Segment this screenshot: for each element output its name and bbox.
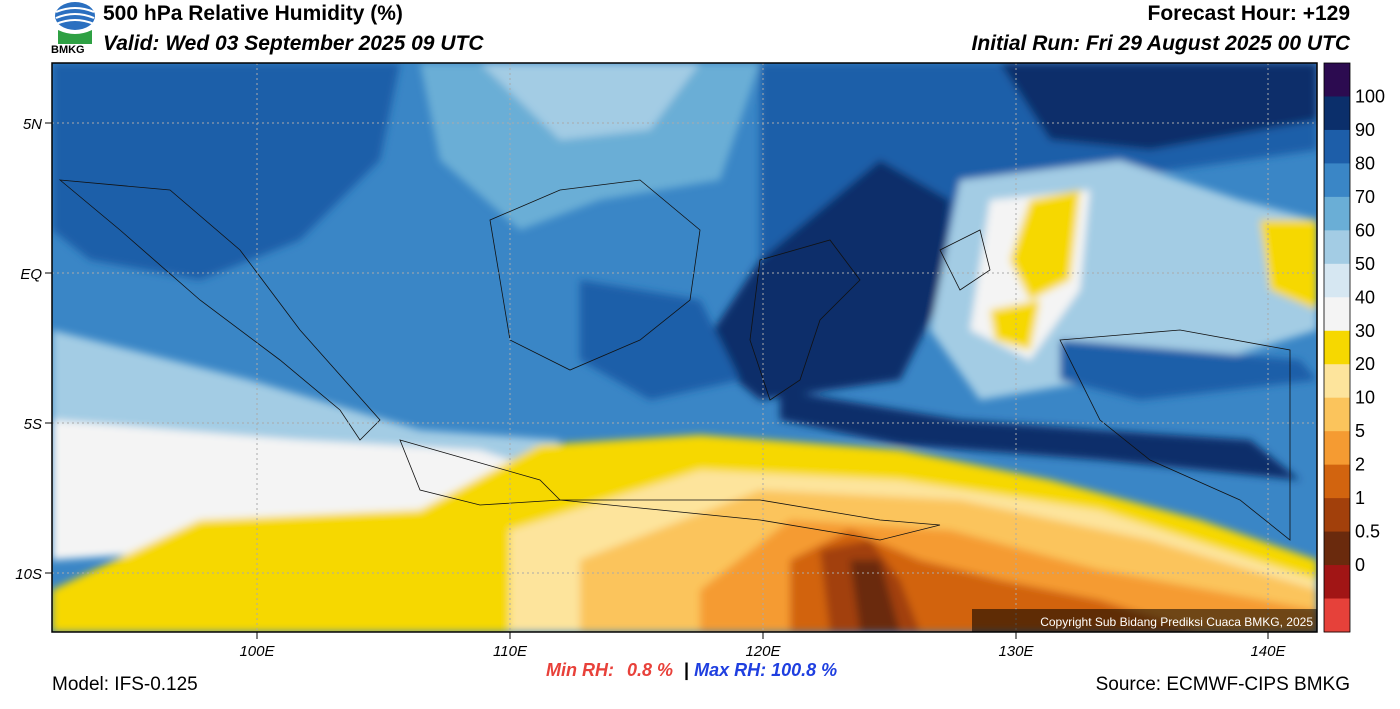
title: 500 hPa Relative Humidity (%) (103, 2, 403, 25)
logo-text: BMKG (51, 44, 85, 56)
colorbar-segment (1324, 498, 1350, 533)
colorbar-label: 1 (1355, 488, 1365, 508)
colorbar-label: 40 (1355, 287, 1375, 307)
colorbar-segment (1324, 598, 1350, 633)
min-rh-label: Min RH: (546, 660, 614, 680)
colorbar-label: 50 (1355, 254, 1375, 274)
colorbar-segment (1324, 63, 1350, 97)
colorbar-segment (1324, 96, 1350, 131)
lon-label: 130E (998, 643, 1034, 660)
coastlines (58, 179, 1291, 541)
lat-label: 5S (24, 416, 42, 433)
max-rh: Max RH: 100.8 % (694, 660, 838, 680)
humidity-field: Copyright Sub Bidang Prediksi Cuaca BMKG… (52, 63, 1317, 632)
colorbar-frame (1323, 62, 1351, 633)
logo-icon (55, 2, 95, 44)
separator: | (684, 660, 690, 680)
min-rh: 0.8 % (627, 660, 674, 680)
colorbar-segment (1324, 397, 1350, 432)
colorbar-label: 80 (1355, 153, 1375, 173)
colorbar-label: 0.5 (1355, 522, 1380, 542)
initial-run: Initial Run: Fri 29 August 2025 00 UTC (971, 32, 1350, 55)
lat-label: 10S (15, 566, 42, 583)
colorbar-label: 30 (1355, 321, 1375, 341)
colorbar-segment (1324, 330, 1350, 365)
map-frame (51, 62, 1318, 633)
colorbar: 100 90 80 70 60 50 40 30 20 10 5 2 1 0.5 0 (1323, 62, 1385, 633)
grid (52, 63, 1317, 632)
colorbar-label: 60 (1355, 220, 1375, 240)
colorbar-label: 90 (1355, 120, 1375, 140)
colorbar-label: 5 (1355, 421, 1365, 441)
source: Source: ECMWF-CIPS BMKG (1095, 674, 1350, 695)
colorbar-segment (1324, 464, 1350, 499)
colorbar-segment (1324, 196, 1350, 231)
colorbar-segment (1324, 129, 1350, 164)
valid-time: Valid: Wed 03 September 2025 09 UTC (103, 32, 484, 55)
colorbar-label: 100 (1355, 86, 1385, 106)
lat-label: EQ (20, 266, 42, 283)
copyright-box (972, 609, 1317, 632)
lat-label: 5N (23, 116, 42, 133)
lon-label: 100E (239, 643, 275, 660)
colorbar-segment (1324, 531, 1350, 566)
colorbar-segment (1324, 364, 1350, 399)
colorbar-label: 2 (1355, 455, 1365, 475)
forecast-hour: Forecast Hour: +129 (1147, 2, 1351, 25)
lon-label: 140E (1250, 643, 1286, 660)
colorbar-segment (1324, 263, 1350, 298)
colorbar-label: 20 (1355, 354, 1375, 374)
lon-label: 110E (493, 643, 528, 660)
copyright: Copyright Sub Bidang Prediksi Cuaca BMKG… (1040, 615, 1313, 629)
colorbar-segment (1324, 230, 1350, 265)
colorbar-label: 70 (1355, 187, 1375, 207)
colorbar-segment (1324, 163, 1350, 198)
colorbar-label: 10 (1355, 388, 1375, 408)
colorbar-segment (1324, 297, 1350, 332)
colorbar-segment (1324, 431, 1350, 466)
rh-summary: Min RH: 0.8 % | Max RH: 100.8 % (546, 660, 837, 681)
axes: 5N EQ 5S 10S 100E 110E 120E 130E 140E (15, 116, 1286, 660)
colorbar-segment (1324, 565, 1350, 600)
lon-label: 120E (745, 643, 781, 660)
colorbar-label: 0 (1355, 555, 1365, 575)
model: Model: IFS-0.125 (52, 674, 198, 695)
